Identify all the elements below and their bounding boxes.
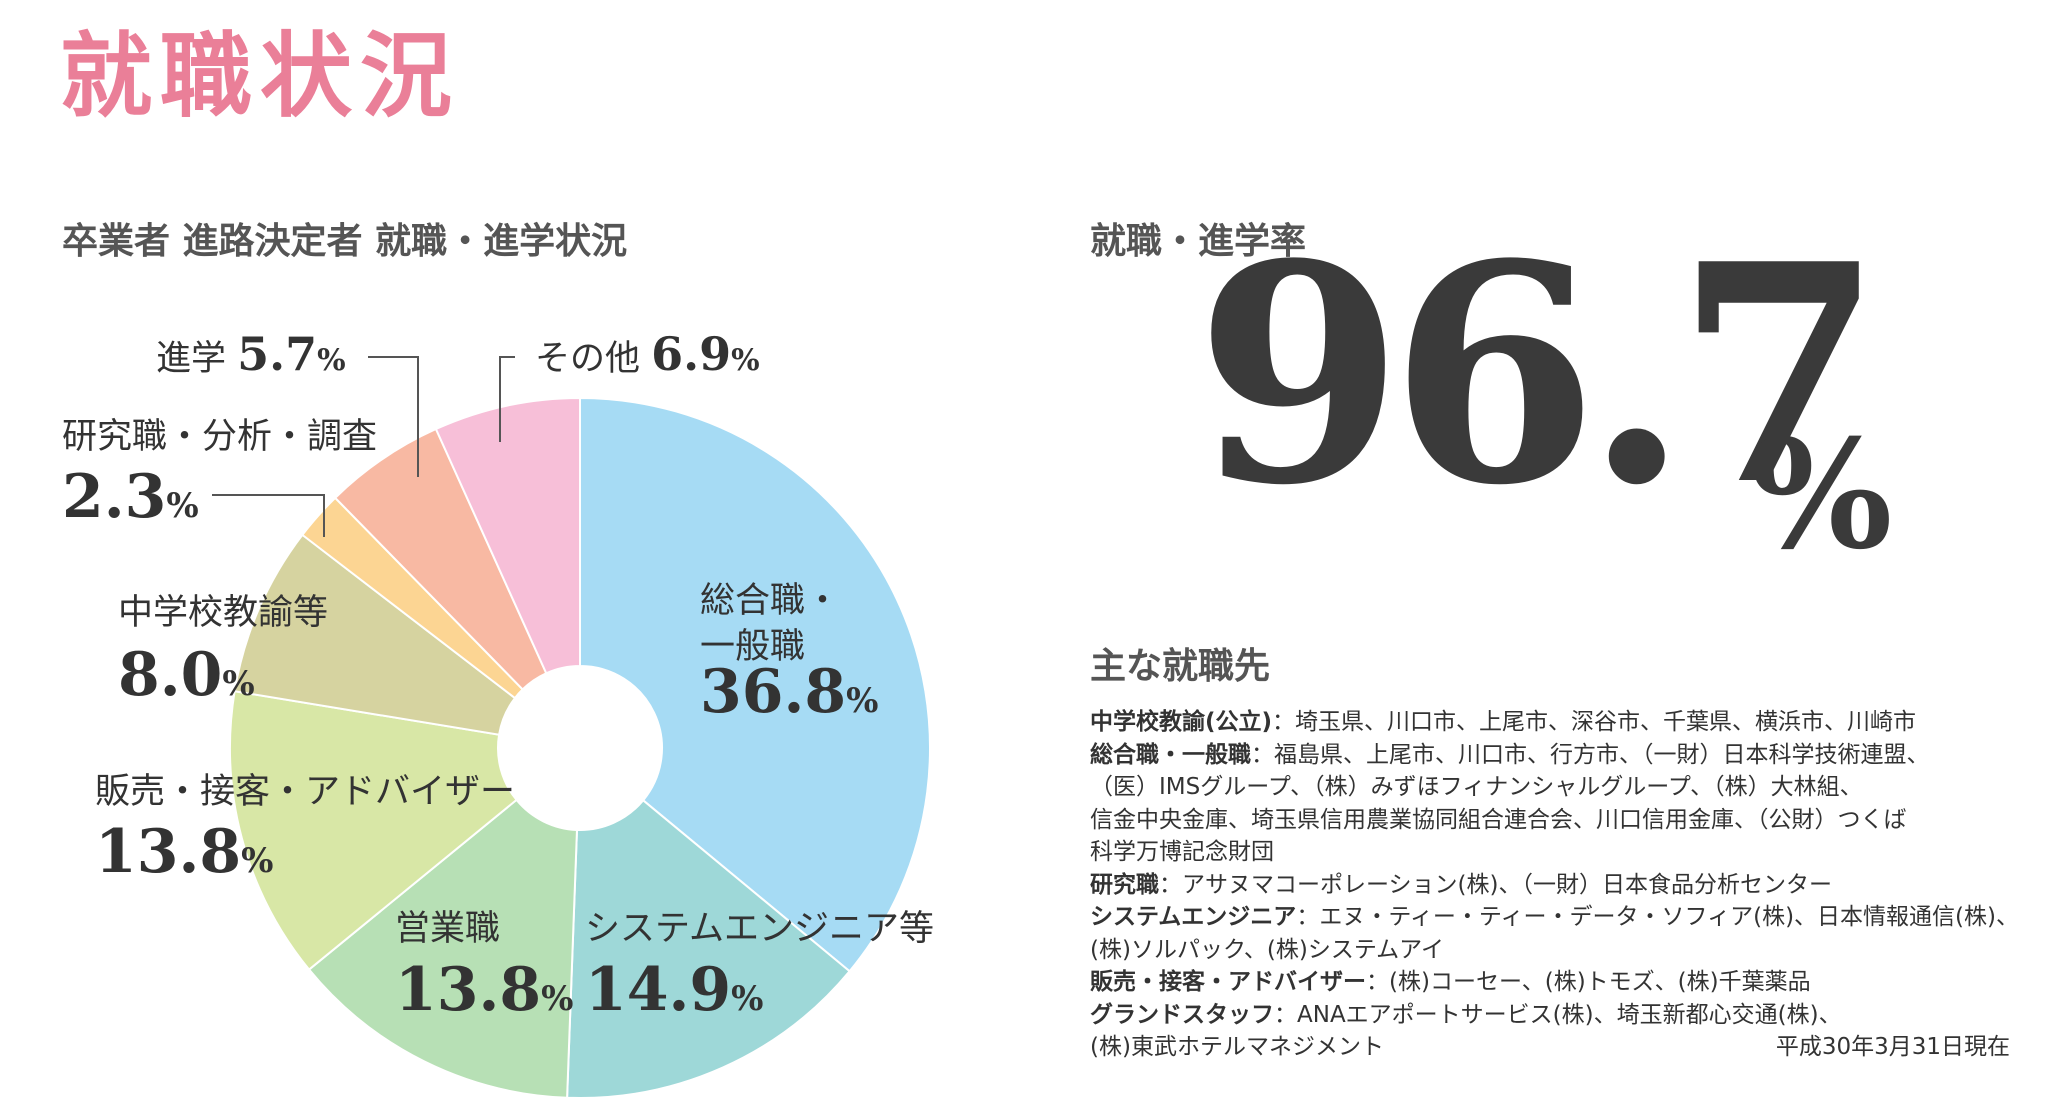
slice-value-unit: % bbox=[166, 486, 198, 526]
employer-line: 中学校教諭(公立)：埼玉県、川口市、上尾市、深谷市、千葉県、横浜市、川崎市 bbox=[1090, 706, 2010, 739]
slice-value-number: 36.8 bbox=[700, 657, 846, 727]
slice-value-unit: % bbox=[541, 979, 573, 1019]
employer-line: 科学万博記念財団 bbox=[1090, 836, 2010, 869]
employers-title: 主な就職先 bbox=[1090, 646, 1271, 687]
leader-line bbox=[499, 356, 515, 442]
slice-value-number: 14.9 bbox=[585, 955, 731, 1025]
slice-value-unit: % bbox=[731, 343, 760, 378]
employer-line: 研究職：アサヌマコーポレーション(株)、（一財）日本食品分析センター bbox=[1090, 869, 2010, 902]
slice-value-number: 2.3 bbox=[62, 462, 166, 532]
employer-category: 販売・接客・アドバイザー bbox=[1090, 969, 1366, 995]
slice-value-unit: % bbox=[241, 841, 273, 881]
employer-line: システムエンジニア：エヌ・ティー・ティー・データ・ソフィア(株)、日本情報通信(… bbox=[1090, 901, 2019, 934]
slice-value-unit: % bbox=[731, 979, 763, 1019]
slice-label: 研究職・分析・調査 bbox=[62, 417, 377, 457]
pie-slice bbox=[434, 396, 581, 675]
slice-value: 13.8% bbox=[395, 955, 573, 1025]
slice-value-unit: % bbox=[846, 681, 878, 721]
slice-value-unit: % bbox=[222, 664, 254, 704]
employers-list: 中学校教諭(公立)：埼玉県、川口市、上尾市、深谷市、千葉県、横浜市、川崎市 総合… bbox=[1090, 706, 2019, 1064]
slice-label: 進学 5.7% bbox=[156, 327, 346, 381]
employer-line: 総合職・一般職：福島県、上尾市、川口市、行方市、（一財）日本科学技術連盟、 bbox=[1090, 739, 2010, 772]
slice-label: 総合職・ bbox=[700, 581, 840, 621]
slice-value-number: 13.8 bbox=[395, 955, 541, 1025]
employer-category: 中学校教諭(公立) bbox=[1090, 709, 1273, 735]
employer-line: (株)ソルパック、(株)システムアイ bbox=[1090, 934, 2010, 967]
page-title: 就職状況 bbox=[60, 23, 461, 130]
pie-slice bbox=[579, 396, 931, 973]
employer-text: ：エヌ・ティー・ティー・データ・ソフィア(株)、日本情報通信(株)、 bbox=[1296, 904, 2019, 930]
slice-value-number: 6.9 bbox=[651, 327, 731, 381]
slice-label: 販売・接客・アドバイザー bbox=[95, 772, 515, 812]
slice-value-number: 8.0 bbox=[118, 640, 222, 710]
slice-label: 中学校教諭等 bbox=[118, 593, 328, 633]
pie-slice bbox=[307, 798, 579, 1099]
leader-line bbox=[368, 356, 419, 477]
slice-value-number: 13.8 bbox=[95, 817, 241, 887]
employer-text: ：埼玉県、川口市、上尾市、深谷市、千葉県、横浜市、川崎市 bbox=[1272, 709, 1917, 735]
employer-line: (株)東武ホテルマネジメント bbox=[1090, 1031, 2010, 1064]
leader-line bbox=[212, 494, 325, 537]
slice-value: 36.8% bbox=[700, 657, 878, 727]
as-of-date: 平成30年3月31日現在 bbox=[1775, 1034, 2010, 1060]
slice-value: 13.8% bbox=[95, 817, 273, 887]
employer-text: 科学万博記念財団 bbox=[1090, 839, 1274, 865]
pie-slice bbox=[566, 798, 851, 1099]
employer-category: グランドスタッフ bbox=[1090, 1001, 1274, 1028]
employer-line: （医）IMSグループ、（株）みずほフィナンシャルグループ、（株）大林組、 bbox=[1090, 771, 2010, 804]
employer-category: 研究職 bbox=[1090, 871, 1159, 898]
employer-text: ：ANAエアポートサービス(株)、埼玉新都心交通(株)、 bbox=[1274, 1001, 1842, 1028]
rate-title: 就職・進学率 bbox=[1090, 221, 1307, 262]
employer-category: システムエンジニア bbox=[1090, 904, 1297, 930]
employer-text: ：福島県、上尾市、川口市、行方市、（一財）日本科学技術連盟、 bbox=[1251, 741, 1930, 768]
employer-line: グランドスタッフ：ANAエアポートサービス(株)、埼玉新都心交通(株)、 bbox=[1090, 999, 2010, 1032]
employer-text: ：(株)コーセー、(株)トモズ、(株)千葉薬品 bbox=[1366, 969, 1811, 995]
slice-label: 営業職 bbox=[395, 909, 500, 949]
employer-line: 信金中央金庫、埼玉県信用農業協同組合連合会、川口信用金庫、（公財）つくば bbox=[1090, 804, 2010, 837]
slice-label: その他 6.9% bbox=[535, 327, 760, 381]
slice-value: 8.0% bbox=[118, 640, 255, 710]
employer-text: (株)東武ホテルマネジメント bbox=[1090, 1034, 1384, 1060]
employer-text: (株)ソルパック、(株)システムアイ bbox=[1090, 936, 1444, 963]
slice-label: システムエンジニア等 bbox=[585, 909, 934, 949]
chart-title: 卒業者 進路決定者 就職・進学状況 bbox=[62, 221, 628, 262]
employer-line: 販売・接客・アドバイザー：(株)コーセー、(株)トモズ、(株)千葉薬品 bbox=[1090, 966, 2010, 999]
employer-text: 信金中央金庫、埼玉県信用農業協同組合連合会、川口信用金庫、（公財）つくば bbox=[1090, 806, 1907, 833]
slice-label: 一般職 bbox=[700, 627, 805, 667]
slice-value-unit: % bbox=[317, 343, 346, 378]
employer-category: 総合職・一般職 bbox=[1090, 741, 1251, 768]
rate-unit: % bbox=[1750, 407, 1893, 583]
pie-slice bbox=[233, 533, 517, 736]
slice-value: 2.3% bbox=[62, 462, 199, 532]
slice-value: 14.9% bbox=[585, 955, 763, 1025]
employer-text: （医）IMSグループ、（株）みずほフィナンシャルグループ、（株）大林組、 bbox=[1090, 774, 1863, 800]
employer-text: ：アサヌマコーポレーション(株)、（一財）日本食品分析センター bbox=[1159, 871, 1832, 898]
slice-value-number: 5.7 bbox=[237, 327, 317, 381]
rate-value: 96.7 bbox=[1195, 198, 1884, 551]
pie-slice bbox=[229, 690, 518, 971]
